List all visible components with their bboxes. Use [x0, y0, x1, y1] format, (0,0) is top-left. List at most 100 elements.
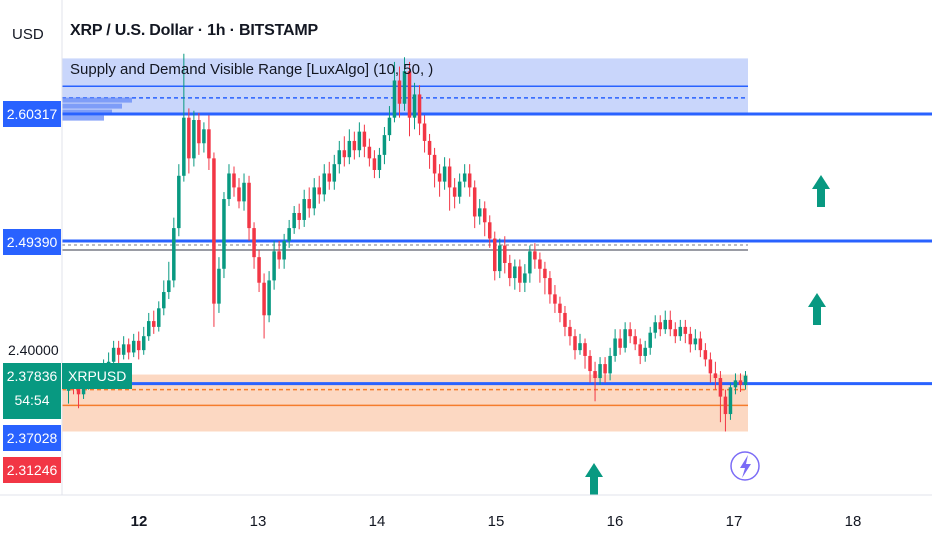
candle-countdown: 54:54 — [14, 392, 50, 408]
x-tick-label: 14 — [368, 513, 386, 530]
candle-body — [312, 187, 316, 209]
candle-body — [467, 173, 472, 188]
candle-body — [282, 240, 286, 260]
candle-body — [372, 158, 377, 170]
symbol-label: XRPUSD — [62, 363, 133, 389]
candle-body — [653, 322, 657, 333]
candle-body — [427, 140, 432, 155]
candle-body — [422, 123, 427, 141]
candle-body — [192, 120, 196, 159]
candle-body — [513, 266, 517, 279]
candle-body — [503, 245, 507, 263]
candle-body — [693, 338, 698, 345]
candles-layer — [66, 53, 748, 432]
candle-body — [397, 80, 402, 104]
candle-body — [593, 371, 597, 379]
candle-body — [337, 150, 342, 165]
candle-body — [462, 173, 467, 182]
x-tick-label: 18 — [844, 513, 862, 530]
candle-body — [197, 120, 201, 144]
volume-profile-bar — [62, 97, 132, 103]
candle-body — [633, 336, 637, 345]
candle-body — [508, 262, 512, 279]
candle-body — [718, 378, 723, 397]
candle-body — [588, 355, 592, 372]
up-arrow-icon — [812, 175, 830, 207]
candle-body — [297, 212, 301, 220]
candle-body — [162, 292, 166, 309]
candle-body — [688, 333, 693, 345]
candle-body — [412, 94, 417, 118]
candle-body — [287, 228, 291, 241]
candle-body — [382, 135, 387, 155]
candle-body — [417, 94, 422, 124]
candle-body — [623, 329, 627, 348]
candle-body — [292, 212, 296, 229]
candle-body — [322, 173, 327, 195]
candle-body — [232, 173, 236, 188]
candle-body — [332, 164, 337, 182]
indicator-label[interactable]: Supply and Demand Visible Range [LuxAlgo… — [70, 61, 434, 78]
candle-body — [76, 387, 81, 395]
candle-body — [728, 387, 733, 415]
candle-body — [598, 364, 602, 379]
candle-body — [548, 278, 552, 295]
candle-body — [558, 303, 562, 313]
chart-title: XRP / U.S. Dollar · 1h · BITSTAMP — [70, 22, 318, 39]
candle-body — [152, 321, 156, 327]
candle-body — [638, 344, 642, 356]
volume-profile-bar — [62, 103, 122, 109]
candle-body — [578, 343, 582, 351]
candle-body — [518, 266, 522, 283]
candle-body — [643, 347, 647, 356]
candle-body — [157, 308, 161, 327]
candle-body — [407, 71, 412, 118]
candle-body — [272, 251, 276, 281]
lightning-icon[interactable] — [730, 451, 760, 481]
x-tick-label: 13 — [249, 513, 267, 530]
candle-body — [528, 251, 532, 274]
candle-body — [538, 259, 542, 269]
candle-body — [367, 146, 372, 159]
levels-layer — [62, 112, 932, 386]
candle-body — [327, 173, 332, 182]
price-badge-low-level: 2.37028 — [3, 425, 61, 451]
candle-body — [177, 175, 181, 229]
candle-body — [603, 364, 607, 374]
candle-body — [212, 158, 216, 304]
currency-label[interactable]: USD — [12, 26, 44, 43]
candle-body — [307, 199, 311, 209]
candle-body — [352, 140, 357, 151]
candle-body — [437, 173, 442, 182]
candle-body — [217, 268, 221, 304]
candle-body — [81, 385, 86, 395]
price-tick-label: 2.40000 — [8, 342, 59, 358]
candle-body — [262, 282, 266, 316]
candle-body — [703, 350, 708, 360]
candle-body — [402, 71, 407, 104]
candle-body — [553, 294, 557, 304]
candle-body — [738, 380, 743, 386]
candle-body — [167, 280, 171, 293]
candle-body — [342, 150, 347, 158]
candle-body — [568, 326, 572, 337]
candle-body — [131, 340, 136, 353]
last-price-value: 2.37836 — [6, 368, 58, 384]
candle-body — [126, 344, 131, 353]
candle-body — [202, 129, 206, 144]
price-badge-red-level: 2.31246 — [3, 457, 61, 483]
candle-body — [533, 251, 537, 260]
up-arrow-icon — [585, 463, 603, 495]
candle-body — [317, 187, 321, 195]
candle-body — [172, 228, 176, 281]
candle-body — [392, 80, 397, 118]
candle-body — [663, 319, 668, 330]
up-arrow-icon — [808, 293, 826, 325]
candle-body — [733, 380, 738, 388]
candle-body — [252, 228, 256, 258]
candle-body — [563, 312, 567, 327]
candle-body — [111, 347, 116, 362]
candle-body — [302, 199, 306, 220]
candle-body — [743, 375, 748, 386]
